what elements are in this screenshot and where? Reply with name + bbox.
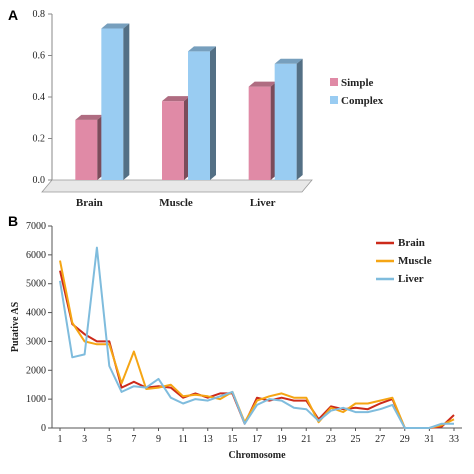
y-tick-label: 0.2 — [33, 134, 46, 145]
bar-side-complex-liver — [296, 58, 303, 180]
x-category-label: Brain — [76, 197, 103, 209]
y-tick-label: 5000 — [26, 279, 46, 290]
y-tick-label: 1000 — [26, 394, 46, 405]
y-tick-label: 0.6 — [33, 51, 46, 62]
bar-complex-muscle — [188, 51, 210, 180]
y-tick-label: 0.4 — [33, 92, 46, 103]
legend-swatch-complex — [330, 96, 338, 104]
x-axis-title: Chromosome — [228, 450, 286, 461]
legend-label-brain: Brain — [398, 237, 425, 249]
series-line-brain — [59, 270, 455, 429]
panel-a-bar-chart: 0.0 0.2 0.4 0.6 0.8 Brain Muscle Liver Simple Com… — [33, 9, 384, 209]
bar-simple-liver — [248, 86, 271, 180]
legend-label-muscle: Muscle — [398, 255, 432, 267]
y-tick-label: 4000 — [26, 308, 46, 319]
x-tick-label: 15 — [227, 434, 237, 445]
bar-side-complex-muscle — [210, 46, 216, 180]
series-line-liver — [59, 246, 454, 429]
bar-top-simple-liver — [248, 81, 277, 87]
bar-simple-muscle — [162, 101, 184, 180]
y-tick-label: 0 — [41, 423, 46, 434]
bar-top-complex-muscle — [188, 46, 216, 52]
panel-a-label: A — [8, 7, 18, 23]
x-tick-label: 21 — [301, 434, 311, 445]
x-tick-label: 19 — [277, 434, 287, 445]
legend-label-liver: Liver — [398, 273, 424, 285]
x-tick-label: 29 — [400, 434, 410, 445]
bar-complex-liver — [274, 63, 297, 180]
x-tick-label: 9 — [156, 434, 161, 445]
x-category-label: Liver — [250, 197, 276, 209]
y-tick-label: 7000 — [26, 221, 46, 232]
y-tick-label: 0.0 — [33, 175, 46, 186]
x-tick-label: 33 — [449, 434, 459, 445]
x-tick-label: 7 — [131, 434, 136, 445]
bar-simple-brain — [75, 119, 98, 180]
y-axis-title: Putative AS — [10, 301, 21, 352]
legend-swatch-simple — [330, 78, 338, 86]
y-tick-label: 6000 — [26, 250, 46, 261]
bar-top-simple-muscle — [162, 96, 190, 102]
x-tick-label: 27 — [375, 434, 385, 445]
bar-top-simple-brain — [75, 114, 104, 120]
x-tick-label: 11 — [178, 434, 188, 445]
x-tick-label: 3 — [82, 434, 87, 445]
x-tick-label: 23 — [326, 434, 336, 445]
legend-label-simple: Simple — [341, 77, 374, 89]
x-category-label: Muscle — [159, 197, 193, 209]
x-tick-label: 17 — [252, 434, 262, 445]
floor-plane — [41, 179, 313, 193]
x-tick-label: 5 — [107, 434, 112, 445]
y-tick-label: 3000 — [26, 336, 46, 347]
y-tick-label: 0.8 — [33, 9, 46, 20]
legend-label-complex: Complex — [341, 95, 384, 107]
x-tick-label: 1 — [58, 434, 63, 445]
panel-b-label: B — [8, 213, 18, 229]
bar-top-complex-liver — [274, 58, 303, 64]
bar-side-complex-brain — [123, 23, 130, 181]
y-tick-label: 2000 — [26, 365, 46, 376]
x-tick-label: 13 — [203, 434, 213, 445]
x-tick-label: 25 — [351, 434, 361, 445]
x-tick-label: 31 — [424, 434, 434, 445]
series-line-muscle — [59, 260, 455, 429]
bar-top-complex-brain — [101, 23, 130, 29]
bar-complex-brain — [101, 28, 124, 181]
